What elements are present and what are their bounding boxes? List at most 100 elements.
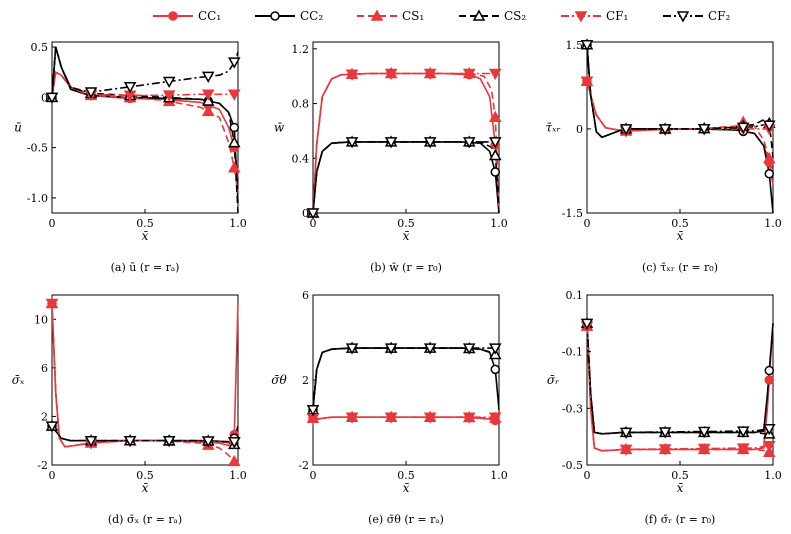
- data-point-marker: [763, 440, 776, 453]
- x-tick-label: 0: [49, 217, 56, 230]
- data-point-marker: [162, 76, 176, 89]
- data-point-marker: [423, 137, 437, 149]
- data-point-marker: [201, 71, 215, 83]
- series-line: [52, 46, 239, 98]
- x-axis-label: x̄: [403, 229, 410, 243]
- x-axis-label: x̄: [677, 229, 684, 243]
- legend-label: CF₂: [708, 9, 731, 23]
- x-tick-label: 1.0: [229, 217, 247, 230]
- legend-label: CS₂: [504, 9, 526, 23]
- panel-caption: (f) σ̄ᵣ (r = r₀): [645, 513, 716, 526]
- legend-label: CC₂: [300, 9, 323, 23]
- data-point-marker: [228, 136, 241, 148]
- y-tick-label: -0.5: [562, 459, 583, 472]
- data-point-marker: [736, 443, 750, 455]
- data-point-marker: [490, 364, 501, 375]
- axes-box: [586, 294, 774, 466]
- x-tick-label: 1.0: [490, 469, 508, 482]
- series-line: [313, 141, 500, 213]
- y-tick-label: -2: [37, 459, 48, 472]
- data-point-marker: [489, 148, 502, 161]
- data-point-marker: [123, 82, 137, 94]
- data-point-marker: [423, 343, 437, 355]
- data-point-marker: [228, 437, 241, 449]
- data-point-marker: [697, 443, 711, 456]
- data-point-marker: [619, 427, 633, 439]
- axes-box: [312, 294, 500, 466]
- legend-marker: [370, 9, 384, 21]
- panel-4: 0 0.5 1.0 10 6 2 -2 x̄ σ̄ₓ (d) σ̄ₓ (r = rₐ): [12, 294, 247, 526]
- y-tick-label: -1.5: [562, 207, 583, 220]
- data-point-marker: [306, 405, 320, 417]
- data-point-marker: [229, 122, 240, 133]
- data-point-marker: [764, 375, 775, 385]
- data-point-marker: [489, 68, 502, 81]
- data-point-marker: [580, 76, 594, 88]
- y-tick-label: 1.2: [292, 43, 310, 56]
- y-tick-label: 0.4: [292, 152, 310, 165]
- series-line: [313, 347, 499, 410]
- legend-item: CS₁: [357, 9, 424, 23]
- panel-caption: (a) ū (r = rₐ): [111, 261, 180, 274]
- data-point-marker: [345, 343, 359, 355]
- legend-label: CC₁: [198, 9, 221, 23]
- series-line: [587, 80, 774, 172]
- x-tick-label: 0: [310, 217, 317, 230]
- x-axis-label: x̄: [142, 229, 149, 243]
- y-tick-label: 6: [41, 362, 48, 375]
- x-tick-label: 0.5: [671, 469, 689, 482]
- x-tick-label: 0.5: [136, 469, 154, 482]
- y-tick-label: -0.3: [562, 402, 583, 415]
- data-point-marker: [345, 137, 359, 149]
- data-point-marker: [228, 57, 241, 69]
- series-group: [313, 347, 500, 422]
- y-tick-label: 6: [302, 289, 309, 302]
- series-line: [587, 44, 774, 157]
- y-tick-label: -0.1: [562, 346, 583, 359]
- data-point-marker: [462, 68, 476, 81]
- data-point-marker: [619, 444, 633, 456]
- legend: CC₁ CC₂ CS₁ CS₂ CF₁ CF₂: [153, 9, 731, 23]
- series-line: [52, 46, 239, 203]
- series-line: [587, 323, 774, 435]
- series-line: [587, 326, 774, 452]
- series-line: [587, 326, 774, 455]
- x-tick-label: 0.5: [671, 217, 689, 230]
- axes-box: [51, 41, 239, 214]
- legend-marker: [472, 9, 486, 21]
- y-tick-label: -0.5: [27, 142, 48, 155]
- x-tick-label: 0: [49, 469, 56, 482]
- data-point-marker: [763, 152, 776, 164]
- y-axis-label: τ̄ₓᵣ: [545, 121, 560, 135]
- data-point-marker: [462, 343, 476, 355]
- data-point-marker: [45, 298, 59, 311]
- panel-1: 0 0.5 1.0 0.5 0 -0.5 -1.0 x̄ ū (a) ū (r = rₐ): [14, 41, 247, 274]
- x-tick-label: 1.0: [229, 469, 247, 482]
- data-point-marker: [658, 427, 672, 439]
- legend-marker: [676, 11, 690, 23]
- x-tick-label: 1.0: [490, 217, 508, 230]
- x-tick-label: 0.5: [397, 469, 415, 482]
- data-point-marker: [384, 343, 398, 355]
- series-line: [313, 141, 500, 213]
- series-line: [587, 323, 774, 435]
- data-point-marker: [201, 89, 215, 101]
- data-point-marker: [228, 454, 241, 467]
- data-point-marker: [345, 412, 359, 424]
- y-tick-label: 1.5: [566, 39, 584, 52]
- legend-item: CC₁: [153, 9, 221, 23]
- data-point-marker: [764, 365, 775, 376]
- data-point-marker: [697, 426, 711, 439]
- panel-3: 0 0.5 1.01.50-1.5x̄τ̄ₓᵣ(c) τ̄ₓᵣ (r = r₀): [545, 38, 782, 274]
- y-tick-label: 2: [302, 374, 309, 387]
- data-point-marker: [462, 412, 476, 424]
- y-tick-label: 0.8: [292, 98, 310, 111]
- data-point-marker: [162, 90, 176, 102]
- data-point-marker: [736, 122, 750, 134]
- y-tick-label: 10: [34, 313, 48, 326]
- series-group: [587, 323, 774, 455]
- data-point-marker: [763, 423, 776, 436]
- data-point-marker: [764, 169, 775, 179]
- data-point-marker: [345, 69, 359, 81]
- panel-caption: (c) τ̄ₓᵣ (r = r₀): [642, 261, 718, 274]
